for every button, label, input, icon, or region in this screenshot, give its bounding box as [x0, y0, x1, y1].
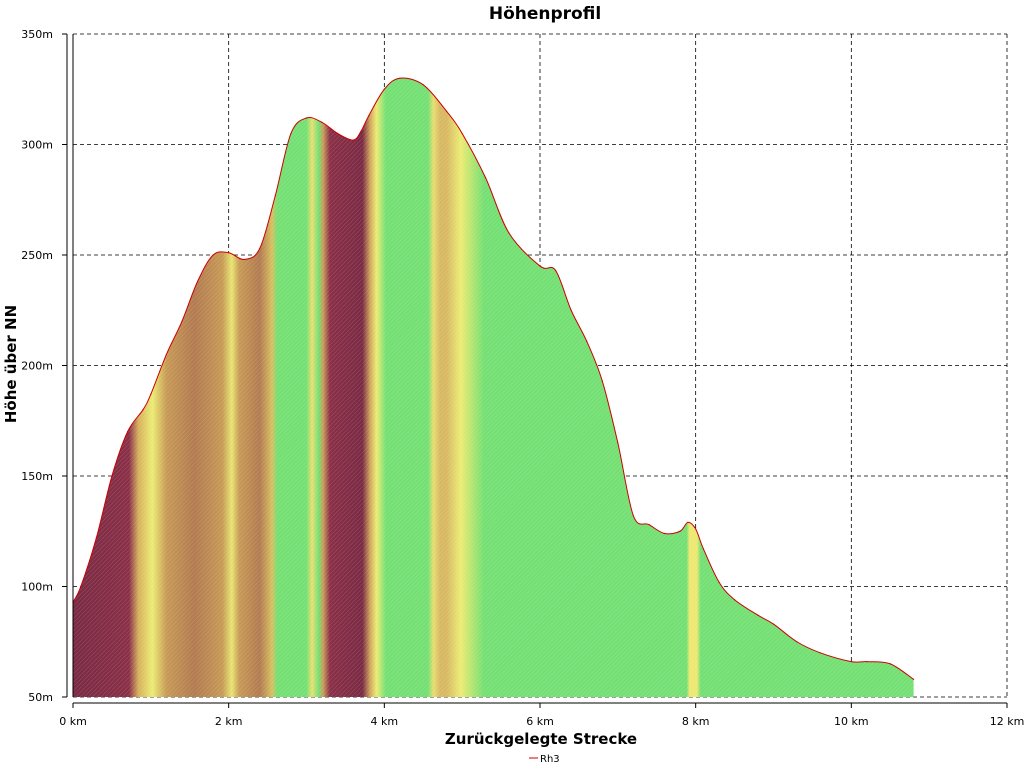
chart-title: Höhenprofil: [489, 4, 601, 24]
data-point: [687, 521, 689, 524]
data-point: [695, 528, 697, 530]
data-point: [554, 269, 557, 272]
data-point: [702, 548, 705, 550]
data-point: [508, 232, 510, 234]
data-point: [796, 641, 798, 643]
data-point: [321, 121, 323, 123]
data-point: [95, 537, 97, 539]
elevation-area-hatch: [73, 78, 914, 697]
data-point: [663, 532, 666, 535]
x-tick-label: 8 km: [682, 715, 710, 728]
x-tick-label: 0 km: [59, 715, 87, 728]
data-point: [352, 139, 354, 141]
x-axis-title: Zurückgelegte Strecke: [445, 730, 637, 748]
y-tick-label: 100m: [21, 581, 53, 594]
data-point: [80, 585, 82, 588]
elevation-area: [72, 77, 915, 697]
data-point: [422, 84, 424, 86]
data-point: [196, 280, 199, 283]
y-axis-ticks: 50m 100m 150m 200m 250m 300m 350m: [21, 28, 67, 704]
y-axis-title: Höhe über NN: [2, 305, 20, 423]
series-line-rh3: [72, 77, 914, 680]
x-tick-label: 2 km: [215, 715, 243, 728]
data-point: [228, 252, 230, 254]
x-tick-label: 12 km: [990, 715, 1024, 728]
data-point: [111, 475, 113, 477]
data-point: [212, 254, 214, 256]
data-point: [617, 442, 619, 444]
data-point: [889, 663, 891, 665]
x-tick-label: 4 km: [371, 715, 399, 728]
data-point: [850, 661, 852, 663]
x-axis-ticks: 0 km 2 km 4 km 6 km 8 km 10 km 12 km: [59, 703, 1024, 728]
data-point: [772, 623, 775, 625]
data-point: [757, 614, 759, 616]
data-point: [399, 77, 401, 79]
y-tick-label: 150m: [21, 470, 53, 483]
y-tick-label: 350m: [21, 28, 53, 41]
data-point: [733, 599, 736, 601]
data-point: [383, 88, 385, 90]
data-point: [150, 393, 152, 395]
data-point: [913, 678, 915, 680]
data-point: [142, 409, 144, 411]
data-point: [446, 110, 448, 112]
legend: Rh3: [529, 754, 560, 765]
data-point: [866, 661, 868, 663]
data-point: [337, 132, 339, 135]
data-point: [290, 132, 292, 135]
data-point: [819, 652, 821, 654]
data-point: [570, 309, 572, 311]
y-tick-label: 200m: [21, 360, 53, 373]
x-tick-label: 6 km: [526, 715, 554, 728]
data-point: [718, 581, 720, 583]
x-tick-label: 10 km: [834, 715, 869, 728]
data-point: [243, 258, 245, 261]
data-point: [126, 431, 129, 433]
data-point: [305, 117, 308, 119]
data-point: [181, 320, 183, 322]
data-point: [259, 247, 261, 249]
data-point: [274, 194, 276, 196]
y-tick-label: 50m: [28, 691, 53, 704]
data-point: [632, 515, 635, 517]
data-point: [484, 177, 487, 179]
data-point: [461, 132, 463, 135]
legend-label: Rh3: [540, 754, 560, 765]
data-point: [368, 115, 370, 117]
data-point: [648, 524, 650, 526]
y-tick-label: 300m: [21, 139, 53, 152]
y-tick-label: 250m: [21, 249, 53, 262]
data-point: [360, 130, 362, 132]
data-point: [539, 265, 541, 267]
data-point: [586, 340, 588, 342]
data-point: [601, 380, 603, 382]
data-point: [679, 530, 681, 532]
data-point: [165, 353, 167, 356]
